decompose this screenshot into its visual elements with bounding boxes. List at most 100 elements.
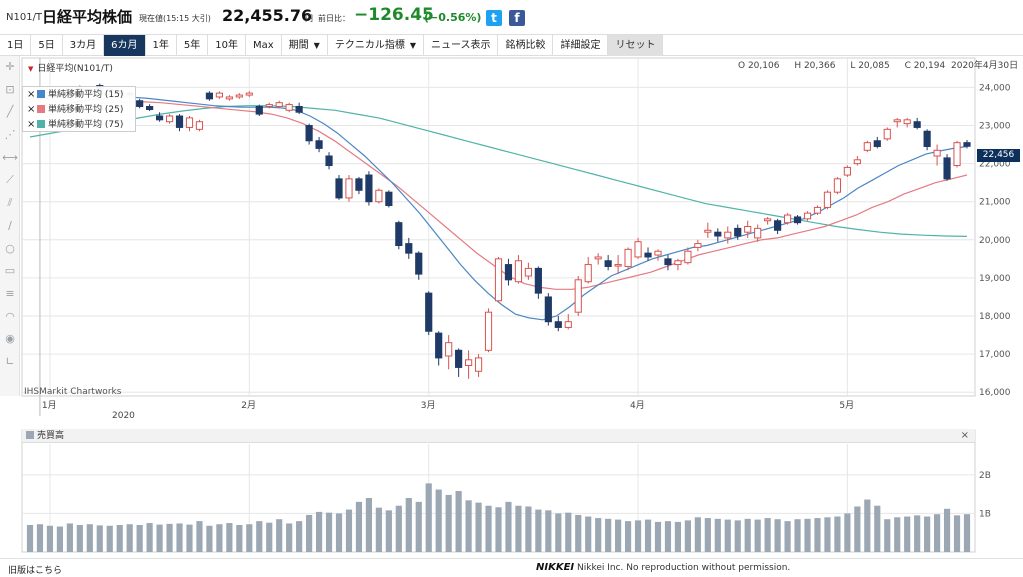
sma75-line	[29, 105, 968, 237]
period-10y-button[interactable]: 10年	[208, 35, 246, 56]
old-version-link[interactable]: 旧版はこちら	[8, 566, 63, 576]
volume-bar	[335, 513, 343, 552]
detail-settings-button[interactable]: 詳細設定	[553, 35, 609, 56]
series-name: 日経平均(N101/T)	[37, 64, 113, 74]
candle-down	[415, 252, 423, 275]
volume-bar	[744, 518, 751, 552]
volume-bar	[505, 501, 512, 552]
fibonacci-icon[interactable]: ≡	[5, 286, 15, 300]
legend-label: 単純移動平均 (25)	[48, 105, 124, 115]
year-label: 2020	[112, 411, 135, 421]
volume-bar	[754, 519, 761, 552]
candle-up	[764, 218, 772, 222]
rectangle-icon[interactable]: ▭	[4, 264, 16, 278]
volume-bar	[525, 506, 532, 552]
period-dropdown-label: 期間	[288, 40, 309, 51]
trend-line-icon[interactable]: ╱	[6, 105, 14, 119]
candle-up	[245, 92, 253, 96]
candle-down	[504, 264, 513, 281]
target-icon[interactable]: ◉	[5, 332, 15, 346]
candle-down	[943, 157, 951, 180]
volume-bar	[395, 505, 402, 552]
volume-bar	[963, 514, 971, 552]
period-5d-button[interactable]: 5日	[31, 35, 63, 56]
channel-icon[interactable]: ⫽	[7, 196, 13, 210]
volume-bar	[315, 511, 323, 552]
nikkei-logo: NIKKEI	[536, 562, 575, 573]
candle-up	[225, 96, 233, 100]
period-1d-button[interactable]: 1日	[0, 35, 32, 56]
candle-down	[435, 332, 443, 359]
last-price-tag: 22,456	[977, 149, 1020, 162]
volume-bar	[924, 516, 931, 552]
candle-up	[823, 191, 832, 208]
period-3m-button[interactable]: 3カ月	[63, 35, 105, 56]
volume-bar	[375, 507, 382, 552]
candle-down	[335, 178, 343, 199]
reset-button[interactable]: リセット	[608, 35, 664, 56]
y-tick-label: 20,000	[979, 236, 1011, 246]
extended-line-icon[interactable]: ∕	[8, 218, 12, 232]
volume-tick-label: 2B	[979, 471, 991, 481]
candle-up	[215, 92, 223, 98]
facebook-share-icon[interactable]: f	[509, 10, 525, 26]
caret-down-icon: ▼	[409, 41, 416, 50]
candle-up	[813, 206, 822, 214]
volume-bar	[914, 515, 921, 552]
zoom-box-icon[interactable]: ⊡	[5, 82, 15, 96]
quote-header: N101/T 日経平均株価 現在値(15:15 大引) 22,455.76 円 …	[0, 0, 1023, 34]
series-label[interactable]: ▼ 日経平均(N101/T)	[28, 61, 113, 74]
remove-indicator-icon[interactable]: ×	[27, 89, 36, 100]
candle-up	[754, 227, 762, 239]
legend-label: 単純移動平均 (75)	[48, 120, 124, 130]
arc-icon[interactable]: ◠	[5, 309, 15, 323]
multi-line-icon[interactable]: ⋰	[4, 128, 16, 142]
volume-bar	[345, 509, 353, 552]
volume-bar	[405, 498, 412, 552]
volume-bar	[46, 525, 54, 552]
volume-tick-label: 1B	[979, 509, 991, 519]
volume-bar	[624, 521, 632, 552]
compare-button[interactable]: 銘柄比較	[498, 35, 554, 56]
volume-bar	[714, 518, 721, 552]
axis-icon[interactable]: ∟	[5, 354, 15, 368]
volume-bar	[306, 514, 313, 552]
crosshair-icon[interactable]: ✛	[5, 60, 15, 73]
collapse-triangle-icon[interactable]: ▼	[28, 65, 34, 73]
circle-icon[interactable]: ○	[5, 241, 15, 255]
ray-line-icon[interactable]: ⟋	[6, 173, 14, 187]
remove-indicator-icon[interactable]: ×	[27, 104, 36, 115]
volume-bar	[26, 525, 34, 552]
period-dropdown[interactable]: 期間 ▼	[282, 35, 328, 56]
period-5y-button[interactable]: 5年	[177, 35, 209, 56]
volume-bar	[266, 522, 273, 552]
price-chart[interactable]: 24,000 23,000 22,000 21,000 20,000 19,000 18,0…	[0, 56, 1023, 558]
remove-indicator-icon[interactable]: ×	[27, 119, 36, 130]
volume-bar	[694, 517, 701, 552]
volume-bar	[226, 523, 233, 552]
volume-bar	[126, 524, 133, 552]
volume-bar	[445, 494, 452, 552]
period-6m-button[interactable]: 6カ月	[104, 35, 146, 56]
legend-label: 単純移動平均 (15)	[48, 90, 124, 100]
period-1y-button[interactable]: 1年	[146, 35, 177, 56]
news-display-button[interactable]: ニュース表示	[424, 35, 499, 56]
close-icon[interactable]: ×	[960, 430, 969, 441]
volume-bar	[515, 505, 522, 552]
volume-bar	[236, 525, 243, 552]
price-unit: 円	[305, 14, 313, 23]
technical-indicator-dropdown[interactable]: テクニカル指標 ▼	[328, 35, 424, 56]
twitter-share-icon[interactable]: t	[486, 10, 502, 26]
volume-bar	[654, 521, 662, 552]
volume-bar	[425, 483, 432, 552]
indicator-legend: × 単純移動平均 (15) × 単純移動平均 (25) × 単純移動平均 (75)	[22, 86, 136, 132]
candle-down	[793, 216, 802, 224]
period-max-button[interactable]: Max	[246, 35, 282, 56]
volume-bar	[943, 508, 951, 552]
volume-bar	[904, 516, 911, 552]
y-tick-label: 19,000	[979, 274, 1011, 284]
candle-up	[445, 342, 453, 357]
candle-down	[405, 243, 413, 254]
volume-bar	[475, 502, 482, 552]
horizontal-line-icon[interactable]: ⟷	[2, 150, 18, 164]
